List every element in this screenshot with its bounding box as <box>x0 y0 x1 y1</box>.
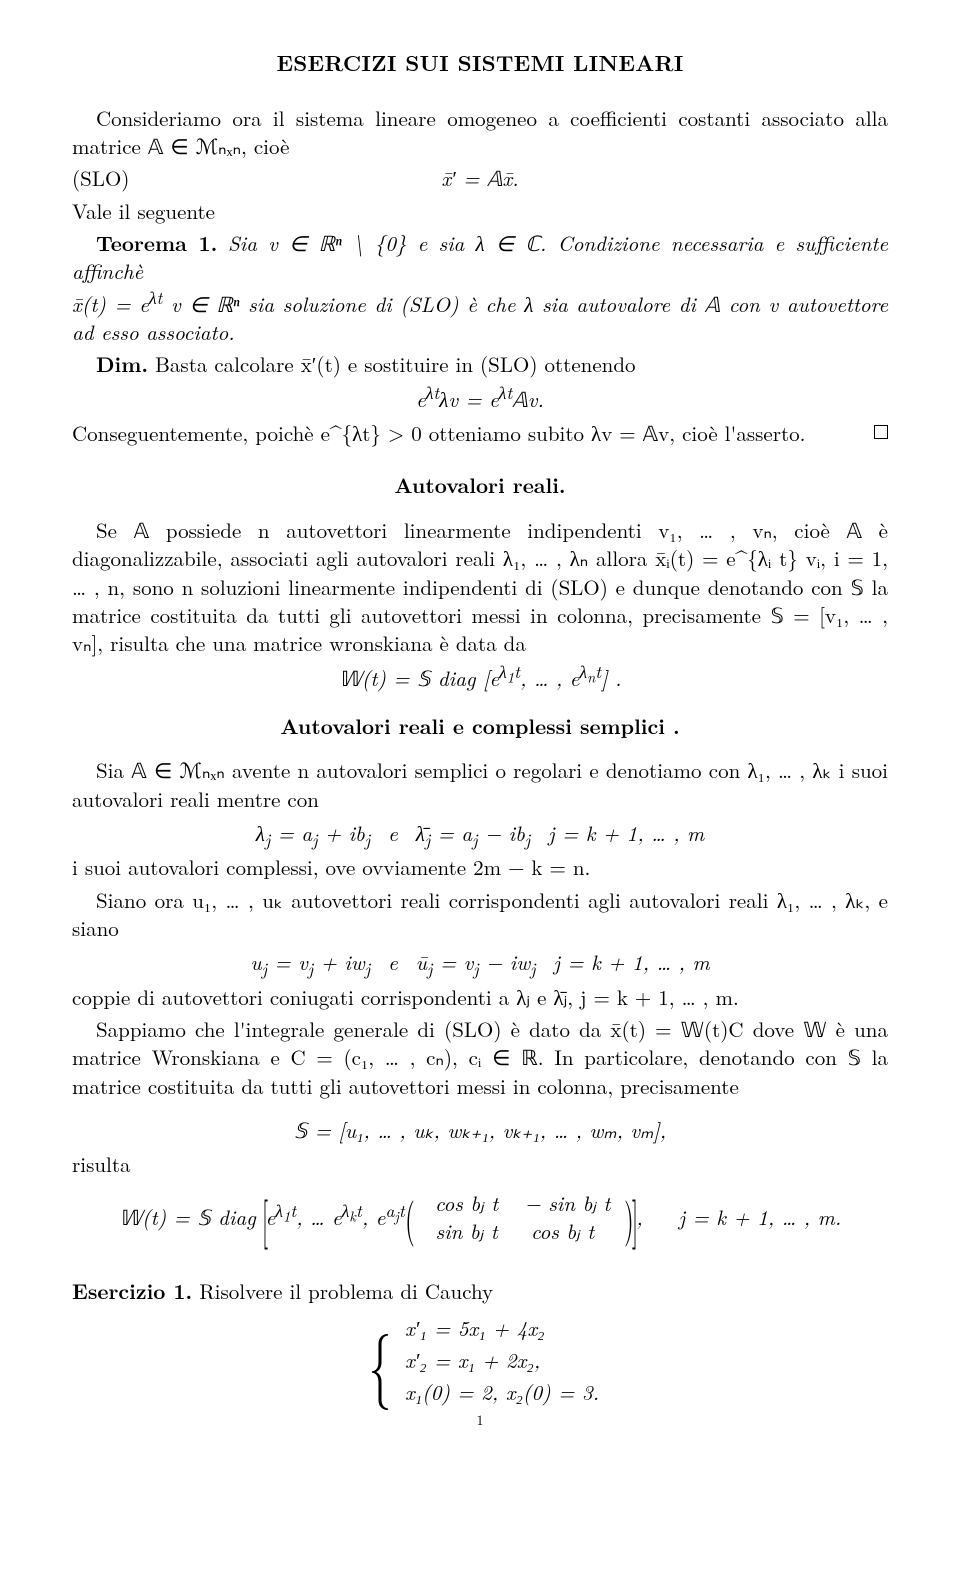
mat-r1c2: − sin bⱼ t <box>515 1189 621 1217</box>
teorema-stmt-c: v ∈ ℝⁿ sia soluzione di (SLO) è che λ si… <box>72 289 888 347</box>
sec2-p5: Sappiamo che l'integrale generale di (SL… <box>72 1015 888 1100</box>
sec2-p2: i suoi autovalori complessi, ove ovviame… <box>72 853 888 881</box>
teorema-stmt-cont: x̄(t) = eλt v ∈ ℝⁿ sia soluzione di (SLO… <box>72 290 888 347</box>
close-bracket-icon: ] <box>632 1192 638 1242</box>
sec2-eq1: λj = aj + ibjeλ̄j = aj − ibjj = k + 1, …… <box>72 819 888 847</box>
page-title: ESERCIZI SUI SISTEMI LINEARI <box>72 48 888 78</box>
dim-paragraph: Dim. Basta calcolare x̄′(t) e sostituire… <box>72 350 888 378</box>
equation-slo: (SLO) x̄′ = 𝔸x̄. <box>72 164 888 192</box>
slo-tag: (SLO) <box>72 164 142 192</box>
sec2-p4: coppie di autovettori coniugati corrispo… <box>72 983 888 1011</box>
sys-line-1: x′₁ = 5x₁ + 4x₂ <box>405 1312 599 1344</box>
page: ESERCIZI SUI SISTEMI LINEARI Consideriam… <box>0 0 960 1570</box>
sec1-equation: 𝕎(t) = 𝕊 diag [eλ1t, … , eλnt] . <box>72 664 888 692</box>
esercizio-label: Esercizio 1. <box>72 1276 192 1306</box>
qed-box <box>874 425 888 439</box>
dim-text: Basta calcolare x̄′(t) e sostituire in (… <box>155 349 635 379</box>
dim-conclusion-line: Conseguentemente, poichè e^{λt} > 0 otte… <box>72 419 888 447</box>
sys-line-3: x₁(0) = 2, x₂(0) = 3. <box>405 1376 599 1408</box>
page-number: 1 <box>72 1411 888 1430</box>
open-bracket-icon: [ <box>262 1192 268 1242</box>
sec2-eq2: uj = vj + iwjeūj = vj − iwjj = k + 1, … … <box>72 948 888 976</box>
wt-qual: j = k + 1, … , m. <box>679 1203 842 1231</box>
sec2-p3: Siano ora u₁, … , uₖ autovettori reali c… <box>72 886 888 943</box>
cauchy-system: { x′₁ = 5x₁ + 4x₂ x′₂ = x₁ + 2x₂, x₁(0) … <box>72 1312 888 1409</box>
slo-eq: x̄′ = 𝔸x̄. <box>142 164 818 192</box>
system-lines: x′₁ = 5x₁ + 4x₂ x′₂ = x₁ + 2x₂, x₁(0) = … <box>405 1312 599 1409</box>
sec2-wt-equation: 𝕎(t) = 𝕊 diag [ eλ1t, … eλkt, eajt ( cos… <box>72 1189 888 1246</box>
teorema-label: Teorema 1. <box>96 228 217 258</box>
brace-icon: { <box>369 1325 392 1395</box>
intro-paragraph: Consideriamo ora il sistema lineare omog… <box>72 104 888 161</box>
sys-line-2: x′₂ = x₁ + 2x₂, <box>405 1344 599 1376</box>
sec2-risulta: risulta <box>72 1150 888 1178</box>
esercizio-1: Esercizio 1. Risolvere il problema di Ca… <box>72 1277 888 1305</box>
dim-equation: eλtλv = eλt𝔸v. <box>72 385 888 413</box>
open-paren-icon: ( <box>405 1194 415 1240</box>
vale-seguente: Vale il seguente <box>72 197 888 225</box>
mat-r2c1: sin bⱼ t <box>419 1217 515 1245</box>
esercizio-text: Risolvere il problema di Cauchy <box>199 1276 493 1306</box>
heading-autovalori-complessi: Autovalori reali e complessi semplici . <box>72 712 888 740</box>
teorema-1: Teorema 1. Sia v ∈ ℝⁿ \ {0} e sia λ ∈ ℂ.… <box>72 229 888 286</box>
sec2-eq-S: 𝕊 = [u₁, … , uₖ, wₖ₊₁, vₖ₊₁, … , wₘ, vₘ]… <box>72 1116 888 1144</box>
dim-label: Dim. <box>96 349 148 379</box>
wt-diag-args: eλ1t, … eλkt, eajt <box>266 1203 405 1231</box>
sec2-p1: Sia 𝔸 ∈ ℳₙₓₙ avente n autovalori semplic… <box>72 756 888 813</box>
heading-autovalori-reali: Autovalori reali. <box>72 471 888 499</box>
mat-r2c2: cos bⱼ t <box>515 1217 611 1245</box>
sec1-paragraph: Se 𝔸 possiede n autovettori linearmente … <box>72 516 888 658</box>
wt-left: 𝕎(t) = 𝕊 diag <box>119 1203 256 1231</box>
dim-conclusion: Conseguentemente, poichè e^{λt} > 0 otte… <box>72 418 805 448</box>
teorema-stmt-b: x̄(t) = e <box>72 289 149 319</box>
mat-r1c1: cos bⱼ t <box>419 1189 515 1217</box>
rotation-matrix: cos bⱼ t − sin bⱼ t sin bⱼ t cos bⱼ t <box>419 1189 621 1246</box>
